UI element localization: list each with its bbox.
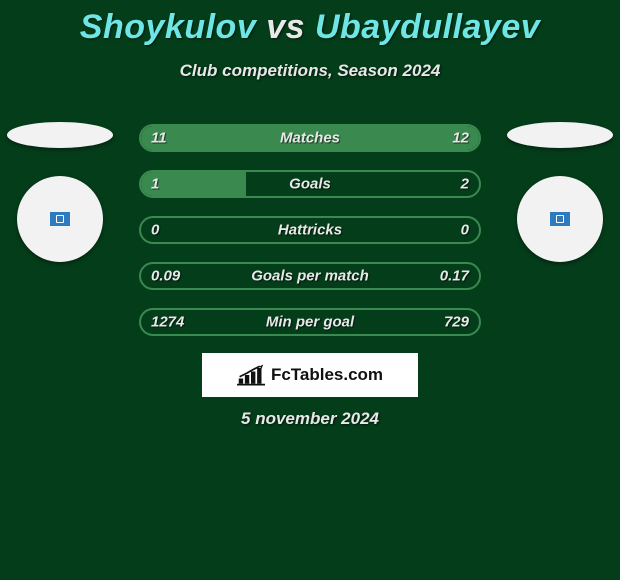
player1-avatar-disc bbox=[17, 176, 103, 262]
player2-flag-ellipse bbox=[507, 122, 613, 148]
comparison-title: Shoykulov vs Ubaydullayev bbox=[0, 0, 620, 47]
stat-bars: 11 Matches 12 1 Goals 2 0 Hattricks 0 0.09 Goals p… bbox=[139, 124, 481, 354]
player2-avatar-placeholder-icon bbox=[550, 212, 570, 226]
stat-label: Hattricks bbox=[278, 222, 342, 239]
stat-label: Goals per match bbox=[251, 268, 369, 285]
stat-label: Matches bbox=[280, 130, 340, 147]
subtitle: Club competitions, Season 2024 bbox=[0, 61, 620, 81]
stat-left-value: 1 bbox=[151, 176, 159, 193]
player1-flag-ellipse bbox=[7, 122, 113, 148]
stat-label: Goals bbox=[289, 176, 331, 193]
watermark-chart-icon bbox=[237, 364, 265, 386]
stat-label: Min per goal bbox=[266, 314, 354, 331]
stat-left-value: 11 bbox=[151, 130, 167, 147]
stat-bar-row: 1 Goals 2 bbox=[139, 170, 481, 198]
stat-right-value: 729 bbox=[444, 314, 469, 331]
snapshot-date: 5 november 2024 bbox=[241, 409, 379, 429]
stat-right-value: 0 bbox=[461, 222, 469, 239]
left-player-panel bbox=[0, 122, 120, 262]
stat-right-value: 2 bbox=[461, 176, 469, 193]
player2-name: Ubaydullayev bbox=[315, 8, 540, 46]
stat-bar-row: 1274 Min per goal 729 bbox=[139, 308, 481, 336]
stat-left-value: 1274 bbox=[151, 314, 184, 331]
player2-avatar-disc bbox=[517, 176, 603, 262]
right-player-panel bbox=[500, 122, 620, 262]
player1-name: Shoykulov bbox=[80, 8, 256, 46]
stat-bar-row: 0.09 Goals per match 0.17 bbox=[139, 262, 481, 290]
stat-right-value: 12 bbox=[452, 130, 469, 147]
player1-avatar-placeholder-icon bbox=[50, 212, 70, 226]
stat-bar-row: 11 Matches 12 bbox=[139, 124, 481, 152]
stat-left-value: 0 bbox=[151, 222, 159, 239]
watermark: FcTables.com bbox=[202, 353, 418, 397]
watermark-text: FcTables.com bbox=[271, 365, 383, 385]
stat-bar-row: 0 Hattricks 0 bbox=[139, 216, 481, 244]
stat-left-value: 0.09 bbox=[151, 268, 180, 285]
vs-text: vs bbox=[266, 8, 305, 46]
stat-right-value: 0.17 bbox=[440, 268, 469, 285]
